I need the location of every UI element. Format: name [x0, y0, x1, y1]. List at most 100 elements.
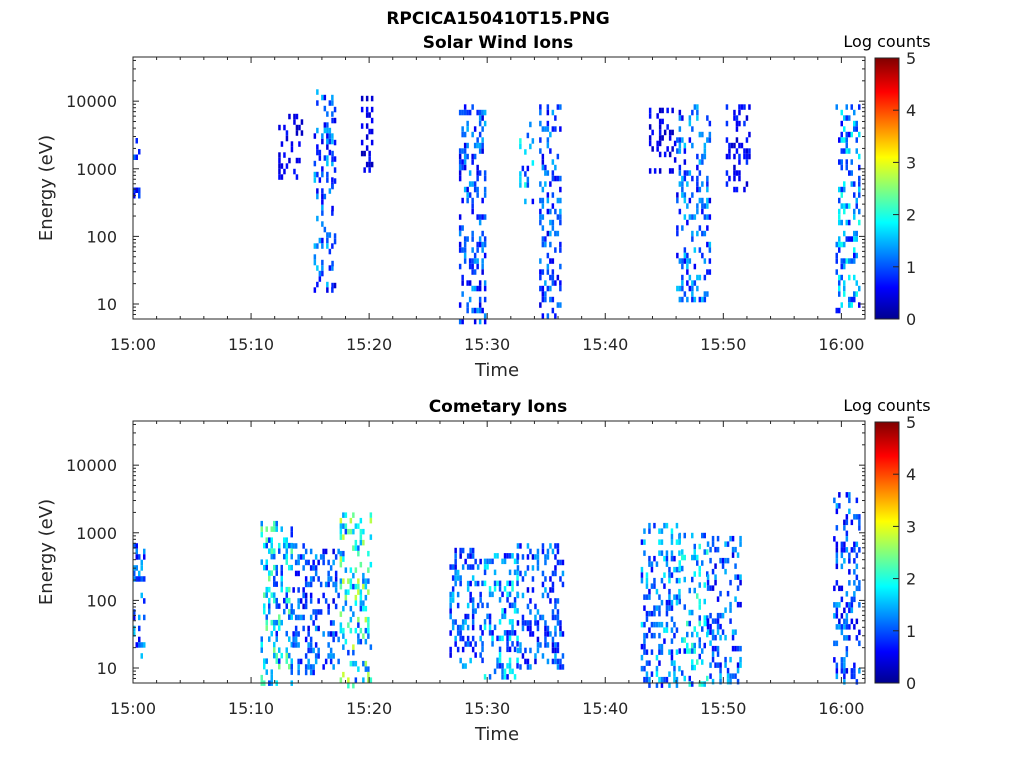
heatmap-cell — [367, 666, 370, 672]
heatmap-cell — [835, 269, 838, 275]
heatmap-cell — [473, 258, 477, 264]
heatmap-cell — [691, 554, 694, 561]
heatmap-cell — [840, 629, 844, 636]
heatmap-cell — [359, 561, 363, 568]
heatmap-cell — [698, 598, 701, 605]
heatmap-cell — [321, 221, 324, 227]
heatmap-cell — [526, 165, 530, 172]
heatmap-cell — [506, 674, 509, 680]
heatmap-cell — [845, 514, 849, 520]
heatmap-cell — [551, 658, 555, 665]
heatmap-cell — [519, 642, 522, 648]
heatmap-cell — [701, 159, 704, 165]
heatmap-cell — [711, 651, 715, 657]
heatmap-cell — [559, 208, 562, 215]
heatmap-cell — [709, 662, 712, 668]
heatmap-cell — [354, 545, 358, 551]
heatmap-cell — [478, 214, 482, 220]
heatmap-cell — [290, 663, 293, 670]
heatmap-cell — [316, 144, 319, 150]
heatmap-cell — [559, 658, 562, 665]
heatmap-cell — [471, 613, 475, 620]
heatmap-cell — [334, 587, 338, 593]
heatmap-cell — [298, 124, 301, 131]
heatmap-cell — [551, 570, 555, 577]
heatmap-cell — [698, 637, 701, 643]
heatmap-cell — [466, 126, 469, 132]
heatmap-cell — [698, 642, 701, 649]
heatmap-cell — [688, 609, 691, 616]
heatmap-cell — [701, 560, 704, 566]
heatmap-cell — [464, 613, 467, 620]
heatmap-cell — [516, 657, 519, 664]
heatmap-cell — [541, 614, 545, 621]
heatmap-cell — [858, 181, 861, 187]
heatmap-cell — [283, 597, 286, 604]
heatmap-cell — [273, 641, 276, 648]
heatmap-cell — [843, 241, 846, 248]
heatmap-cell — [297, 554, 300, 560]
heatmap-cell — [701, 296, 704, 303]
heatmap-cell — [835, 252, 838, 259]
heatmap-cell — [297, 587, 300, 593]
heatmap-cell — [342, 523, 345, 529]
heatmap-cell — [658, 528, 661, 534]
heatmap-cell — [850, 302, 853, 308]
heatmap-cell — [559, 280, 562, 286]
heatmap-cell — [483, 170, 487, 176]
heatmap-cell — [551, 636, 555, 643]
heatmap-cell — [853, 192, 856, 198]
heatmap-cell — [666, 107, 669, 114]
heatmap-cell — [339, 622, 343, 628]
heatmap-cell — [743, 186, 746, 193]
heatmap-cell — [549, 219, 552, 226]
heatmap-cell — [711, 585, 715, 591]
heatmap-cell — [275, 526, 278, 532]
heatmap-cell — [138, 642, 141, 648]
heatmap-cell — [328, 248, 332, 255]
heatmap-cell — [273, 553, 276, 560]
heatmap-cell — [850, 618, 854, 625]
heatmap-cell — [483, 285, 487, 292]
heatmap-cell — [529, 598, 532, 604]
heatmap-cell — [551, 548, 555, 555]
heatmap-cell — [845, 519, 849, 526]
heatmap-cell — [559, 576, 562, 582]
heatmap-cell — [288, 586, 291, 593]
heatmap-cell — [513, 608, 517, 614]
heatmap-cell — [670, 572, 674, 578]
heatmap-cell — [739, 656, 742, 663]
heatmap-cell — [486, 602, 489, 609]
heatmap-cell — [853, 120, 856, 127]
heatmap-cell — [451, 597, 455, 603]
heatmap-cell — [709, 546, 712, 553]
heatmap-cell — [833, 536, 836, 542]
heatmap-cell — [848, 602, 851, 608]
heatmap-cell — [855, 552, 859, 559]
heatmap-cell — [855, 585, 859, 592]
heatmap-cell — [660, 649, 664, 655]
heatmap-cell — [362, 539, 365, 546]
heatmap-cell — [853, 296, 856, 303]
heatmap-cell — [698, 543, 701, 550]
heatmap-cell — [658, 610, 661, 617]
heatmap-cell — [369, 561, 373, 568]
figure-title: RPCICA150410T15.PNG — [386, 9, 609, 29]
heatmap-cell — [466, 153, 469, 160]
heatmap-cell — [461, 619, 465, 625]
heatmap-cell — [369, 517, 373, 524]
heatmap-cell — [843, 137, 846, 143]
heatmap-cell — [307, 664, 310, 670]
heatmap-cell — [551, 587, 555, 593]
heatmap-cell — [342, 534, 345, 540]
heatmap-cell — [304, 669, 308, 676]
heatmap-cell — [648, 107, 652, 114]
heatmap-cell — [354, 523, 358, 529]
heatmap-cell — [554, 625, 557, 632]
heatmap-cell — [544, 296, 547, 303]
heatmap-cell — [516, 620, 520, 626]
heatmap-cell — [701, 230, 704, 237]
heatmap-cell — [299, 614, 303, 621]
heatmap-cell — [658, 605, 661, 611]
